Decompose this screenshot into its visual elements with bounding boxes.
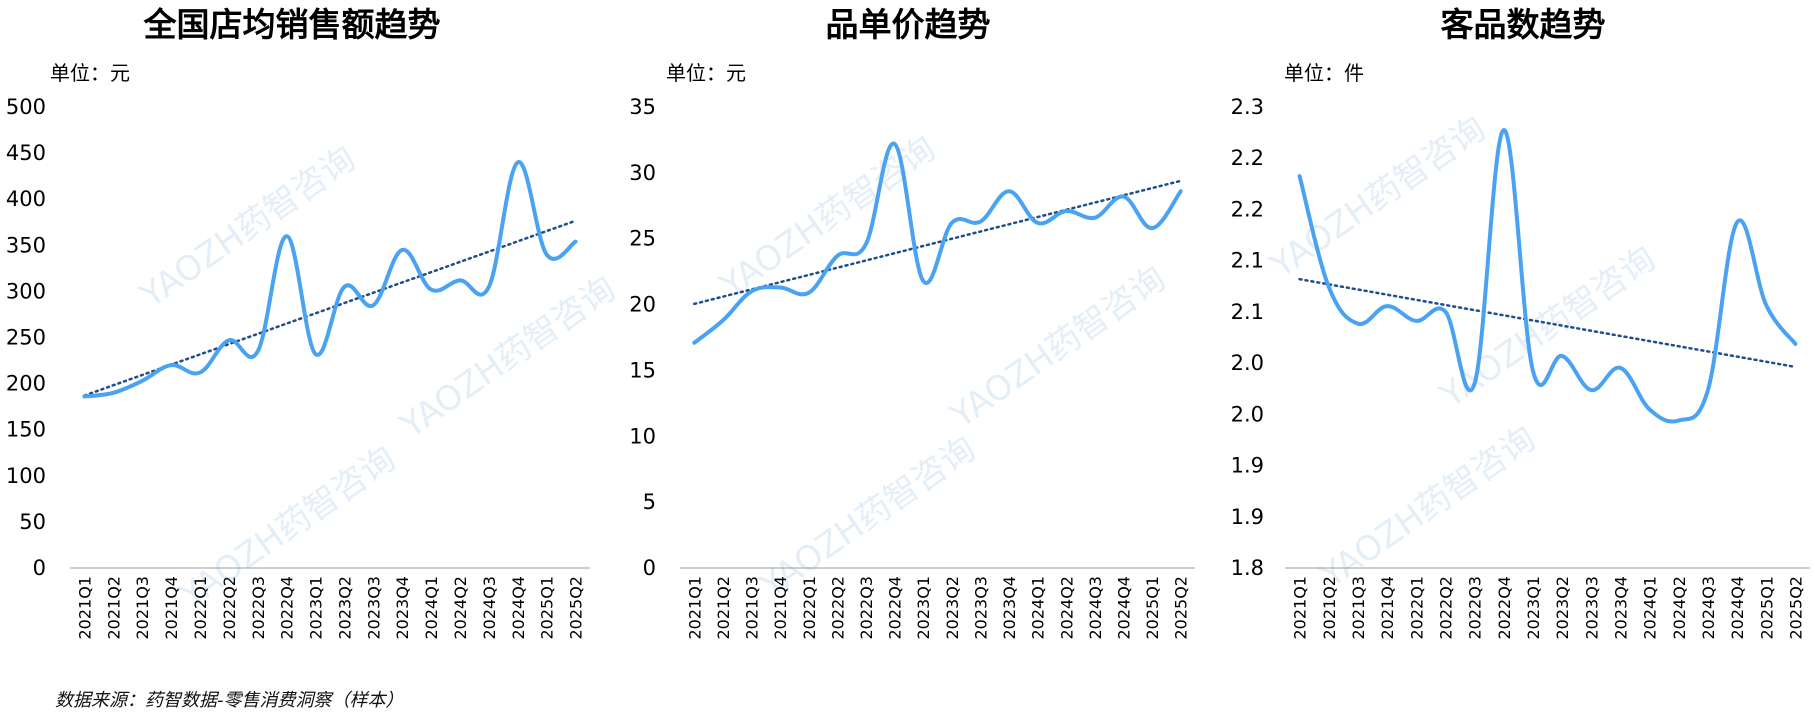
y-tick-label: 1.9 [1231,505,1264,529]
y-tick-label: 450 [6,141,46,165]
x-tick-label: 2021Q4 [771,576,790,640]
chart-unit-label: 单位：件 [1284,61,1364,85]
x-tick-label: 2024Q4 [509,576,528,640]
x-tick-label: 2023Q1 [1524,576,1543,640]
x-tick-label: 2021Q1 [685,576,704,640]
x-tick-label: 2024Q4 [1728,576,1747,640]
x-tick-label: 2025Q1 [1757,576,1776,640]
x-tick-label: 2023Q4 [1000,576,1019,640]
series-line [1297,128,1798,424]
chart-title: 品单价趋势 [826,5,991,44]
y-tick-label: 5 [643,490,656,514]
y-tick-label: 10 [629,424,656,448]
y-tick-label: 2.3 [1231,95,1264,119]
x-tick-label: 2023Q2 [943,576,962,640]
x-tick-label: 2023Q3 [364,576,383,640]
x-tick-label: 2024Q2 [451,576,470,640]
y-tick-label: 15 [629,358,656,382]
chart-unit-price: 品单价趋势 单位：元 0 5 10 15 20 25 30 35 2021Q1 2021Q2 202… [629,5,1195,640]
x-tick-label: 2021Q4 [1378,576,1397,640]
chart-unit-label: 单位：元 [50,61,130,85]
x-tick-label: 2021Q2 [714,576,733,640]
x-tick-label: 2024Q2 [1057,576,1076,640]
x-tick-label: 2021Q3 [743,576,762,640]
x-tick-label: 2025Q2 [1786,576,1805,640]
x-tick-label: 2021Q3 [1349,576,1368,640]
x-tick-label: 2023Q2 [335,576,354,640]
x-tick-label: 2024Q3 [480,576,499,640]
y-tick-label: 2.0 [1231,402,1264,426]
y-tick-label: 350 [6,233,46,257]
series-line [692,141,1183,345]
y-tick-label: 100 [6,464,46,488]
y-tick-label: 1.8 [1231,556,1264,580]
x-tick-label: 2025Q1 [1143,576,1162,640]
x-tick-label: 2025Q2 [1172,576,1191,640]
data-source-note: 数据来源：药智数据-零售消费洞察（样本） [55,690,404,711]
y-tick-label: 2.1 [1231,300,1264,324]
x-tick-label: 2022Q2 [828,576,847,640]
x-tick-label: 2021Q2 [1320,576,1339,640]
y-tick-label: 2.2 [1231,146,1264,170]
y-tick-label: 2.0 [1231,351,1264,375]
x-tick-label: 2024Q4 [1114,576,1133,640]
x-tick-label: 2023Q1 [914,576,933,640]
x-tick-label: 2023Q3 [1582,576,1601,640]
x-tick-label: 2025Q1 [538,576,557,640]
y-tick-label: 200 [6,372,46,396]
y-tick-label: 0 [33,556,46,580]
y-tick-label: 1.9 [1231,454,1264,478]
x-tick-label: 2021Q1 [75,576,94,640]
y-tick-label: 30 [629,161,656,185]
y-tick-label: 50 [19,510,46,534]
x-tick-label: 2024Q1 [1029,576,1048,640]
chart-items-per-customer: 客品数趋势 单位：件 1.8 1.9 1.9 2.0 2.0 2.1 2.1 2.2 2.2 2.… [1231,5,1810,640]
y-tick-label: 250 [6,326,46,350]
x-tick-label: 2022Q4 [886,576,905,640]
chart-title: 客品数趋势 [1441,5,1606,44]
chart-store-average-sales: 全国店均销售额趋势 单位：元 0 50 100 150 200 250 300 350 400 4… [6,5,590,640]
x-tick-label: 2022Q2 [1436,576,1455,640]
x-tick-label: 2024Q1 [1641,576,1660,640]
x-tick-label: 2022Q1 [800,576,819,640]
y-tick-label: 150 [6,418,46,442]
chart-unit-label: 单位：元 [666,61,746,85]
series-line [82,160,578,399]
x-tick-label: 2021Q3 [133,576,152,640]
x-tick-label: 2021Q4 [162,576,181,640]
trendline [693,179,1182,306]
trendline [1298,277,1797,369]
chart-title: 全国店均销售额趋势 [143,5,441,44]
x-tick-label: 2023Q1 [307,576,326,640]
x-tick-label: 2023Q2 [1553,576,1572,640]
x-tick-label: 2023Q3 [971,576,990,640]
x-tick-label: 2022Q1 [191,576,210,640]
y-tick-label: 400 [6,187,46,211]
x-tick-label: 2022Q3 [1466,576,1485,640]
x-tick-label: 2024Q3 [1699,576,1718,640]
y-tick-label: 35 [629,95,656,119]
x-tick-label: 2021Q2 [104,576,123,640]
x-tick-label: 2022Q4 [278,576,297,640]
x-tick-label: 2022Q2 [220,576,239,640]
x-tick-label: 2023Q4 [393,576,412,640]
x-tick-label: 2021Q1 [1291,576,1310,640]
x-tick-label: 2023Q4 [1611,576,1630,640]
y-tick-label: 2.2 [1231,197,1264,221]
y-tick-label: 2.1 [1231,249,1264,273]
y-tick-label: 0 [643,556,656,580]
x-tick-label: 2022Q1 [1407,576,1426,640]
x-tick-label: 2022Q3 [857,576,876,640]
y-tick-label: 300 [6,279,46,303]
x-tick-label: 2024Q3 [1086,576,1105,640]
x-tick-label: 2022Q4 [1495,576,1514,640]
x-tick-label: 2024Q1 [422,576,441,640]
y-tick-label: 500 [6,95,46,119]
y-tick-label: 20 [629,293,656,317]
y-tick-label: 25 [629,227,656,251]
x-tick-label: 2024Q2 [1670,576,1689,640]
x-tick-label: 2025Q2 [567,576,586,640]
x-tick-label: 2022Q3 [249,576,268,640]
